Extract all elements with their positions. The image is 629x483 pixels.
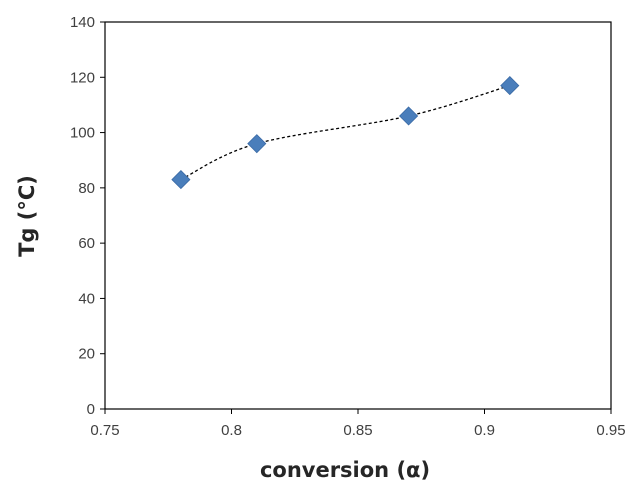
y-tick-label: 60 [78,235,95,252]
y-tick-label: 100 [70,125,95,142]
data-point [171,169,191,190]
trendline [180,84,510,181]
data-point [399,106,419,126]
y-axis-title: Tg (°C) [15,175,39,257]
x-tick-label: 0.75 [90,422,119,439]
y-tick-label: 140 [70,14,95,31]
x-tick-label: 0.95 [596,422,625,439]
x-tick-label: 0.8 [221,422,242,439]
data-point [247,134,267,154]
x-tick-label: 0.9 [474,422,495,439]
x-axis-ticks: 0.75 0.8 0.85 0.9 0.95 [90,409,626,439]
y-tick-label: 20 [78,346,95,363]
data-point [500,76,520,96]
y-tick-label: 120 [70,69,95,86]
y-tick-label: 40 [78,290,95,307]
y-axis-ticks: 0 20 40 60 80 100 120 140 [70,14,105,418]
x-axis-title: conversion (α) [260,458,430,482]
plot-area [104,21,612,410]
y-tick-label: 80 [78,180,95,197]
y-tick-label: 0 [87,401,95,418]
data-points [171,76,520,190]
x-tick-label: 0.85 [343,422,372,439]
